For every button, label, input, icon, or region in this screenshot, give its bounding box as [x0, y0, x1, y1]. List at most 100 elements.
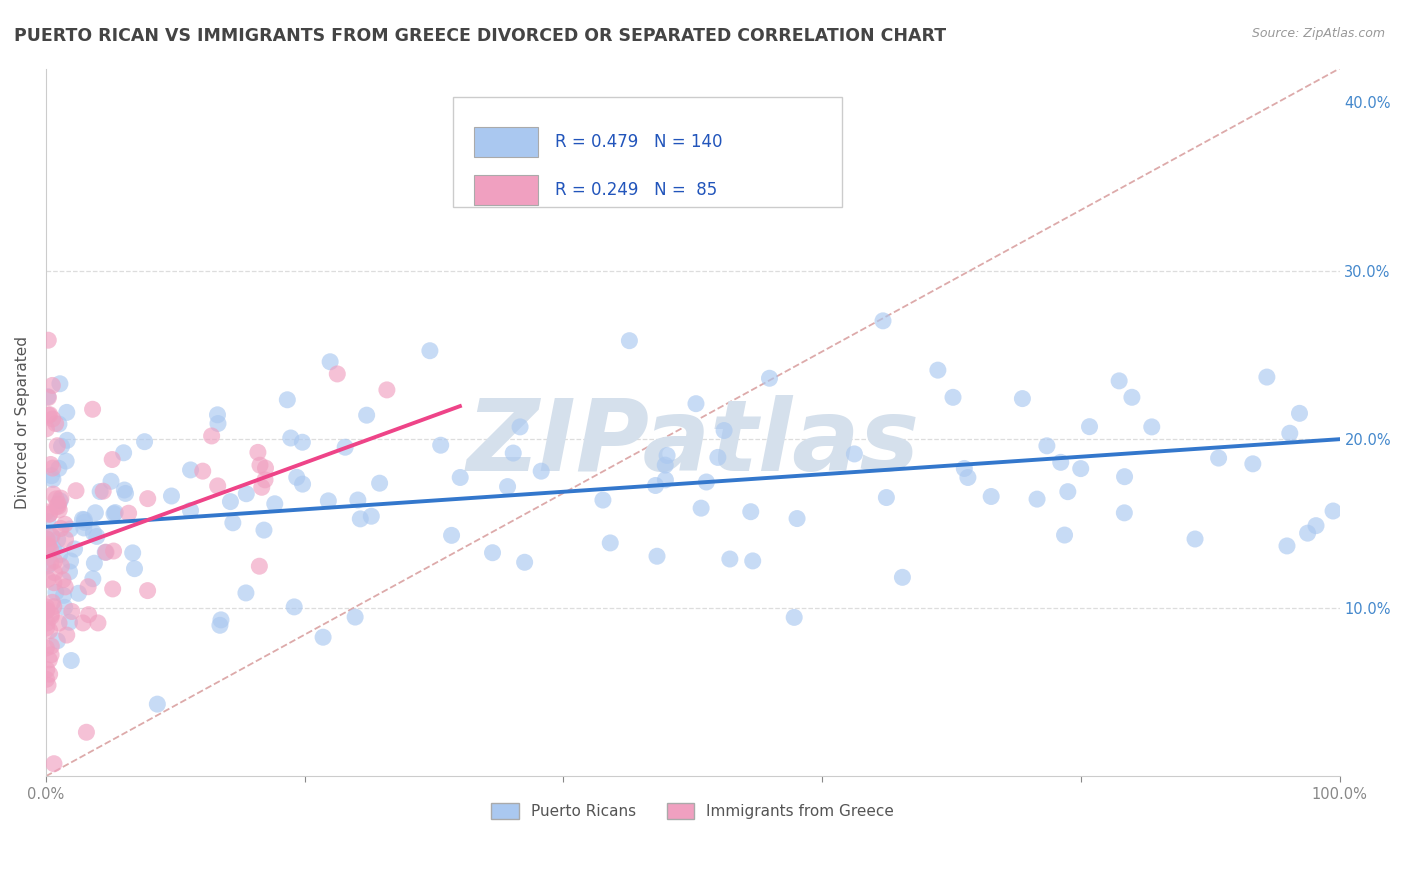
Point	[318, 494, 340, 508]
Point	[1208, 451, 1230, 466]
Point	[1056, 484, 1078, 499]
Point	[654, 473, 676, 487]
Point	[160, 489, 183, 503]
Point	[52, 588, 75, 602]
Point	[42, 756, 65, 771]
Point	[51, 439, 73, 453]
Point	[48, 503, 70, 517]
Point	[37, 390, 59, 404]
Point	[247, 559, 270, 574]
Point	[690, 501, 713, 516]
Point	[103, 544, 125, 558]
Point	[121, 546, 143, 560]
Point	[201, 429, 224, 443]
Point	[37, 538, 59, 552]
Point	[52, 573, 75, 587]
Point	[60, 653, 83, 667]
Point	[42, 541, 65, 556]
Point	[39, 556, 62, 570]
Point	[37, 333, 59, 347]
Point	[35, 621, 58, 635]
Point	[82, 572, 104, 586]
Point	[872, 314, 894, 328]
Point	[49, 376, 72, 391]
Point	[235, 586, 257, 600]
Point	[254, 461, 277, 475]
Point	[1026, 492, 1049, 507]
Point	[103, 507, 125, 521]
Point	[37, 678, 59, 692]
Point	[740, 505, 762, 519]
Point	[55, 628, 77, 642]
Point	[1278, 426, 1301, 441]
Point	[375, 383, 398, 397]
Point	[55, 454, 77, 468]
Point	[180, 463, 202, 477]
Point	[253, 473, 276, 487]
Point	[38, 507, 60, 521]
Point	[844, 447, 866, 461]
Text: R = 0.249   N =  85: R = 0.249 N = 85	[555, 181, 717, 199]
Point	[39, 542, 62, 557]
Point	[37, 532, 59, 546]
Point	[655, 449, 678, 463]
Point	[56, 434, 79, 448]
Point	[87, 615, 110, 630]
Point	[134, 434, 156, 449]
Point	[191, 464, 214, 478]
Point	[41, 595, 63, 609]
Point	[48, 417, 70, 431]
Point	[741, 554, 763, 568]
Point	[927, 363, 949, 377]
Point	[101, 452, 124, 467]
Point	[1036, 439, 1059, 453]
Point	[1140, 420, 1163, 434]
Point	[209, 613, 232, 627]
Point	[37, 615, 59, 630]
Point	[1114, 506, 1136, 520]
Point	[37, 558, 59, 573]
Point	[347, 493, 370, 508]
Point	[44, 554, 66, 568]
Point	[1322, 504, 1344, 518]
Point	[953, 461, 976, 475]
Point	[67, 586, 90, 600]
Point	[619, 334, 641, 348]
Point	[38, 653, 60, 667]
Point	[42, 473, 65, 487]
Point	[136, 583, 159, 598]
Point	[46, 533, 69, 547]
Point	[222, 516, 245, 530]
Point	[112, 446, 135, 460]
Point	[980, 490, 1002, 504]
Point	[49, 521, 72, 535]
Point	[592, 493, 614, 508]
Point	[250, 480, 273, 494]
Point	[235, 487, 257, 501]
Point	[419, 343, 441, 358]
Point	[91, 484, 114, 499]
Point	[82, 402, 104, 417]
Point	[58, 565, 80, 579]
Point	[73, 516, 96, 530]
Point	[786, 511, 808, 525]
Point	[45, 491, 67, 506]
Point	[207, 479, 229, 493]
Point	[319, 355, 342, 369]
Point	[35, 663, 58, 677]
Point	[38, 508, 60, 522]
Point	[45, 585, 67, 599]
Point	[46, 439, 69, 453]
Point	[758, 371, 780, 385]
Point	[35, 532, 58, 546]
Point	[44, 566, 66, 580]
Point	[207, 417, 229, 431]
Point	[283, 599, 305, 614]
Point	[276, 392, 298, 407]
Point	[38, 624, 60, 638]
Point	[37, 572, 59, 586]
Point	[891, 570, 914, 584]
Point	[45, 417, 67, 431]
Point	[41, 528, 63, 542]
Point	[39, 639, 62, 653]
